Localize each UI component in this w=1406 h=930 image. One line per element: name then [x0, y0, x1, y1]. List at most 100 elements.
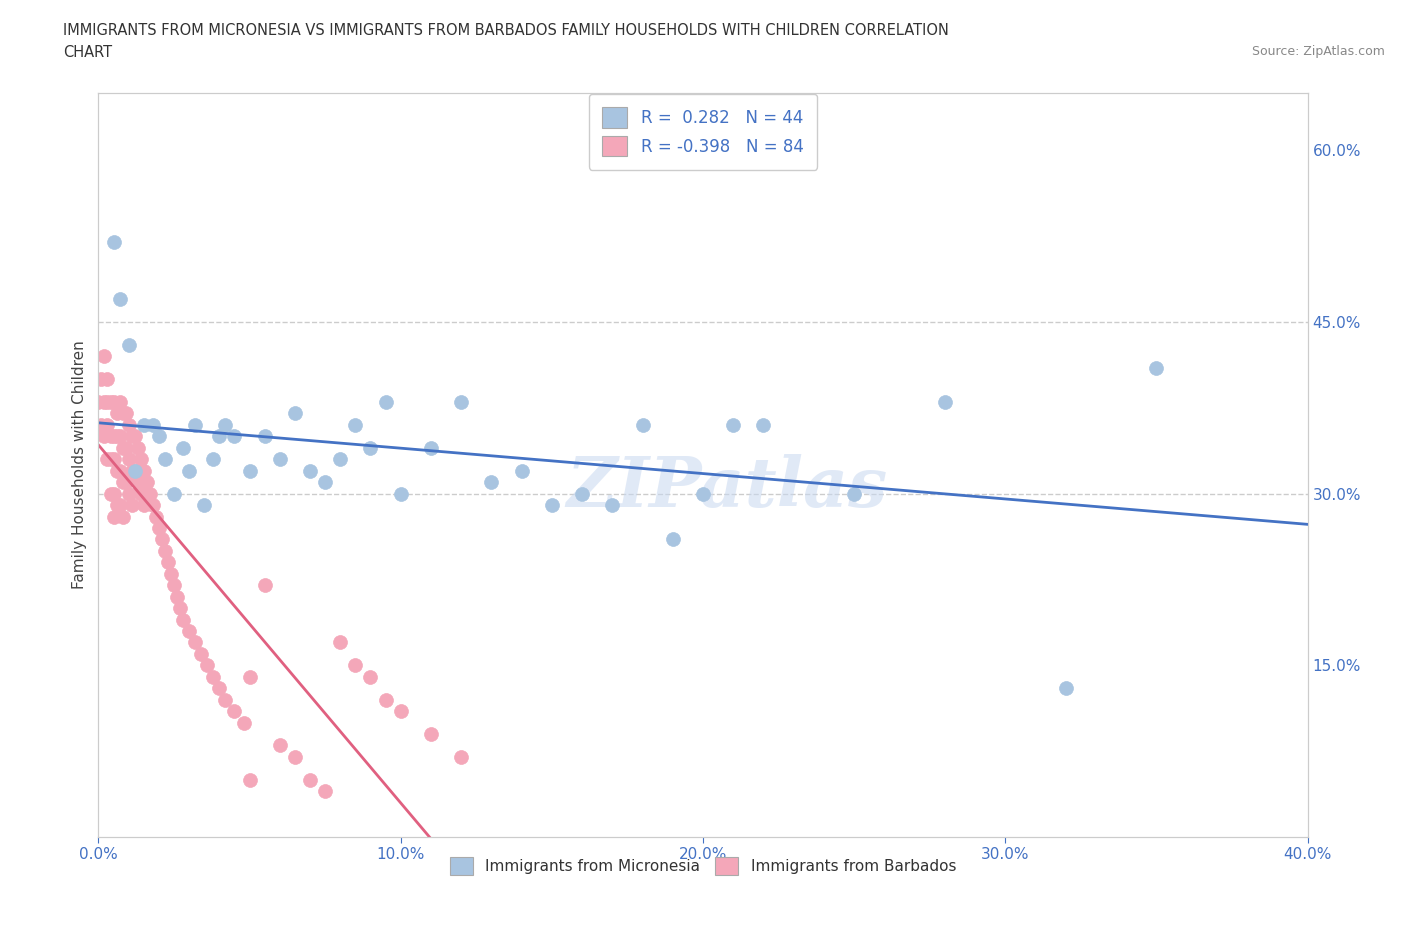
Point	[723, 418, 745, 432]
Point	[103, 452, 125, 467]
Point	[239, 670, 262, 684]
Point	[118, 338, 141, 352]
Point	[195, 658, 218, 672]
Point	[184, 635, 207, 650]
Text: CHART: CHART	[63, 45, 112, 60]
Point	[169, 601, 191, 616]
Point	[129, 452, 152, 467]
Point	[329, 635, 352, 650]
Point	[214, 692, 236, 707]
Point	[540, 498, 562, 512]
Point	[374, 692, 396, 707]
Point	[166, 590, 188, 604]
Point	[105, 406, 128, 421]
Point	[142, 498, 165, 512]
Point	[108, 292, 131, 307]
Point	[160, 566, 183, 581]
Point	[344, 658, 367, 672]
Point	[153, 452, 176, 467]
Point	[127, 441, 149, 456]
Point	[269, 738, 291, 753]
Point	[108, 429, 131, 444]
Point	[132, 463, 155, 478]
Point	[284, 750, 307, 764]
Point	[111, 509, 134, 524]
Point	[314, 784, 336, 799]
Point	[571, 486, 593, 501]
Point	[93, 394, 115, 409]
Text: IMMIGRANTS FROM MICRONESIA VS IMMIGRANTS FROM BARBADOS FAMILY HOUSEHOLDS WITH CH: IMMIGRANTS FROM MICRONESIA VS IMMIGRANTS…	[63, 23, 949, 38]
Point	[934, 394, 956, 409]
Point	[299, 772, 322, 787]
Point	[156, 555, 179, 570]
Point	[103, 234, 125, 249]
Point	[148, 429, 170, 444]
Point	[96, 418, 118, 432]
Point	[124, 463, 146, 478]
Point	[360, 670, 382, 684]
Point	[420, 726, 443, 741]
Point	[118, 452, 141, 467]
Point	[87, 394, 110, 409]
Point	[142, 418, 165, 432]
Point	[96, 372, 118, 387]
Point	[105, 429, 128, 444]
Point	[103, 429, 125, 444]
Point	[118, 418, 141, 432]
Point	[224, 429, 246, 444]
Point	[752, 418, 775, 432]
Point	[127, 474, 149, 489]
Point	[239, 772, 262, 787]
Point	[179, 623, 201, 638]
Point	[450, 750, 472, 764]
Point	[208, 681, 231, 696]
Point	[224, 704, 246, 719]
Point	[172, 441, 194, 456]
Point	[103, 394, 125, 409]
Point	[132, 418, 155, 432]
Point	[510, 463, 533, 478]
Point	[150, 532, 173, 547]
Point	[329, 452, 352, 467]
Point	[631, 418, 654, 432]
Point	[214, 418, 236, 432]
Point	[163, 486, 186, 501]
Point	[450, 394, 472, 409]
Point	[253, 578, 276, 592]
Point	[360, 441, 382, 456]
Point	[129, 486, 152, 501]
Point	[269, 452, 291, 467]
Point	[114, 441, 136, 456]
Point	[374, 394, 396, 409]
Point	[661, 532, 683, 547]
Point	[232, 715, 254, 730]
Point	[284, 406, 307, 421]
Point	[124, 463, 146, 478]
Point	[190, 646, 212, 661]
Point	[105, 463, 128, 478]
Point	[121, 429, 143, 444]
Point	[844, 486, 866, 501]
Point	[103, 509, 125, 524]
Point	[90, 372, 112, 387]
Text: ZIPatlas: ZIPatlas	[567, 454, 887, 521]
Point	[100, 452, 122, 467]
Point	[100, 486, 122, 501]
Point	[1054, 681, 1077, 696]
Legend: Immigrants from Micronesia, Immigrants from Barbados: Immigrants from Micronesia, Immigrants f…	[444, 851, 962, 882]
Point	[193, 498, 215, 512]
Point	[1144, 360, 1167, 375]
Point	[208, 429, 231, 444]
Point	[118, 486, 141, 501]
Point	[108, 394, 131, 409]
Point	[111, 406, 134, 421]
Point	[105, 498, 128, 512]
Point	[139, 486, 162, 501]
Point	[314, 474, 336, 489]
Point	[145, 509, 167, 524]
Point	[239, 463, 262, 478]
Point	[184, 418, 207, 432]
Point	[124, 429, 146, 444]
Point	[163, 578, 186, 592]
Point	[96, 452, 118, 467]
